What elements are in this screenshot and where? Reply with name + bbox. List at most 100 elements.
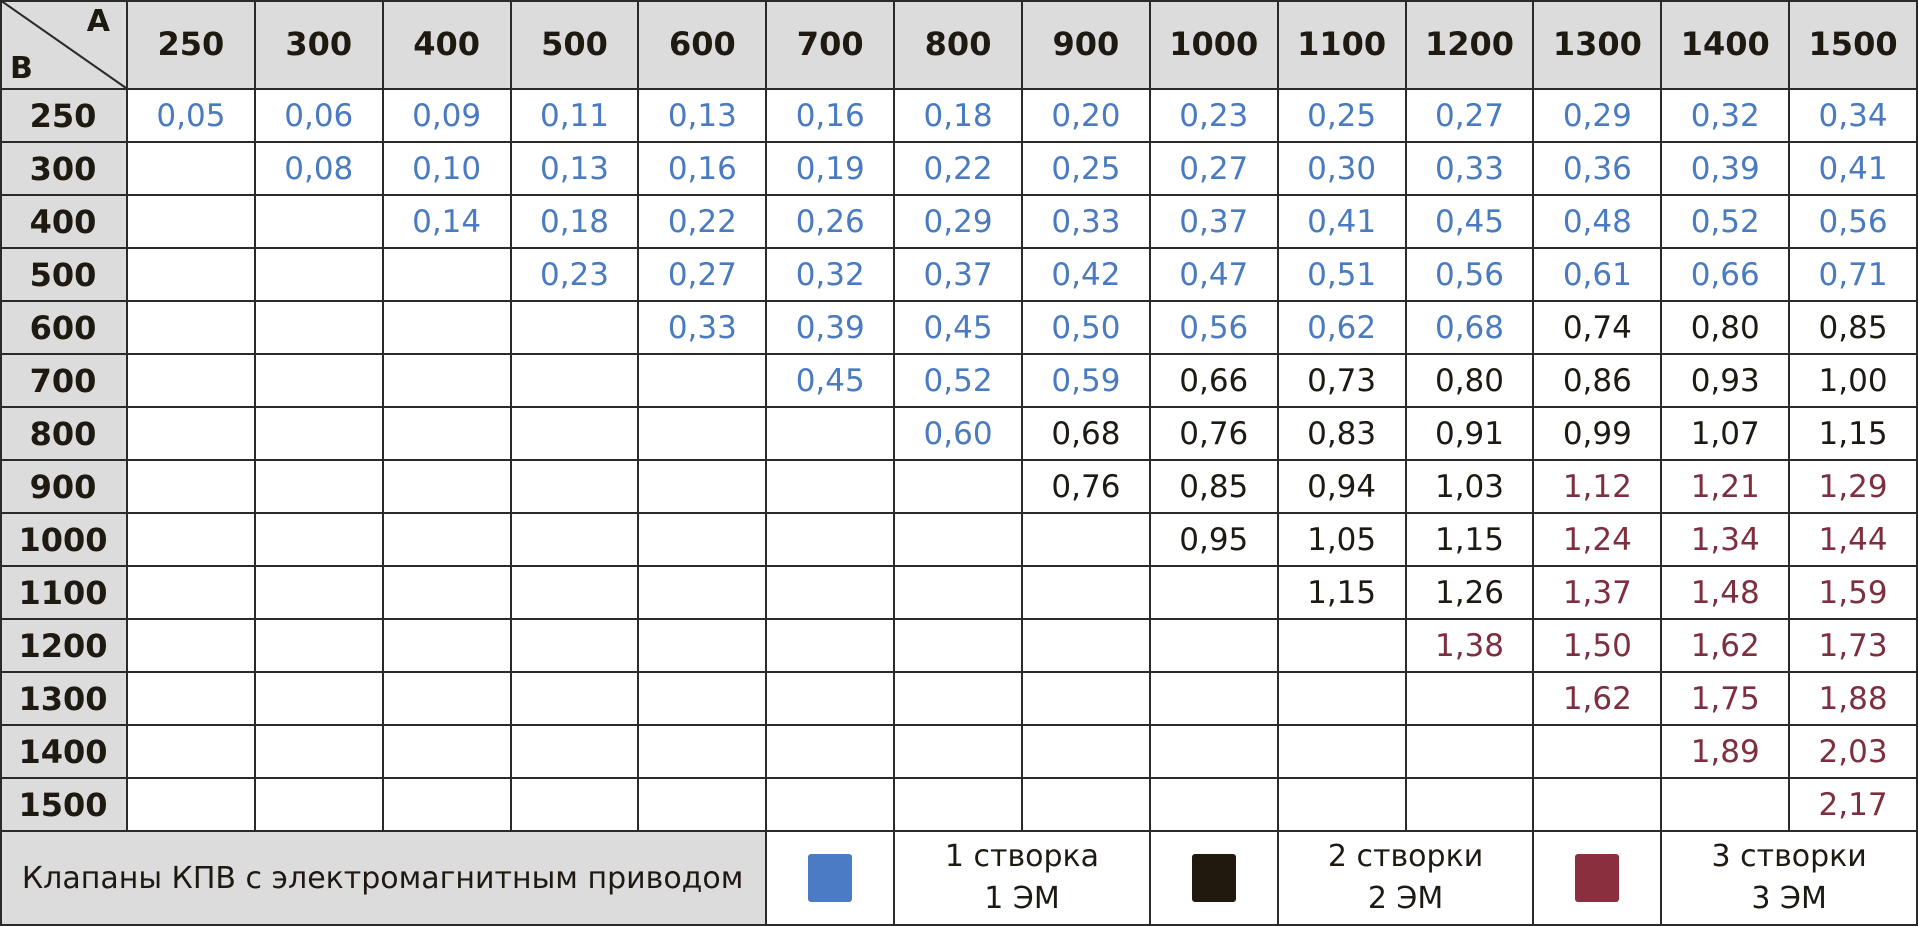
column-header: 1200	[1406, 0, 1535, 90]
value-cell: 0,39	[1662, 143, 1791, 196]
value-cell	[511, 302, 640, 355]
value-cell	[767, 673, 896, 726]
value-cell	[383, 620, 512, 673]
value-cell	[1278, 779, 1407, 832]
value-cell	[1023, 567, 1151, 620]
value-cell: 1,50	[1534, 620, 1663, 673]
value-cell	[1023, 779, 1151, 832]
value-cell	[255, 408, 384, 461]
column-header: 250	[128, 0, 256, 90]
value-cell: 0,34	[1790, 90, 1918, 143]
value-cell: 0,68	[1023, 408, 1151, 461]
value-cell	[255, 673, 384, 726]
row-header: 600	[0, 302, 128, 355]
value-cell	[128, 779, 256, 832]
legend-label-line: 1 ЭМ	[984, 881, 1060, 916]
value-cell: 0,11	[511, 90, 640, 143]
value-cell	[1023, 514, 1151, 567]
corner-label-a: A	[86, 4, 110, 39]
value-cell: 0,13	[511, 143, 640, 196]
value-cell: 2,17	[1790, 779, 1918, 832]
value-cell	[767, 620, 896, 673]
value-cell: 0,18	[895, 90, 1023, 143]
value-cell: 2,03	[1790, 726, 1918, 779]
value-cell: 0,30	[1278, 143, 1407, 196]
value-cell	[383, 673, 512, 726]
value-cell: 0,06	[255, 90, 384, 143]
value-cell: 0,95	[1150, 514, 1279, 567]
value-cell	[511, 726, 640, 779]
legend-title: Клапаны КПВ с электромагнитным приводом	[0, 832, 768, 926]
value-cell: 0,99	[1534, 408, 1663, 461]
value-cell: 1,38	[1406, 620, 1535, 673]
value-cell	[128, 355, 256, 408]
value-cell	[383, 779, 512, 832]
value-cell	[255, 726, 384, 779]
value-cell: 1,59	[1790, 567, 1918, 620]
value-cell: 1,05	[1278, 514, 1407, 567]
value-cell: 0,20	[1023, 90, 1151, 143]
value-cell	[128, 302, 256, 355]
value-cell: 0,61	[1534, 249, 1663, 302]
value-cell	[128, 673, 256, 726]
value-cell	[895, 461, 1023, 514]
value-cell: 0,25	[1023, 143, 1151, 196]
value-cell: 0,37	[1150, 196, 1279, 249]
column-header: 800	[895, 0, 1023, 90]
value-cell: 0,16	[639, 143, 768, 196]
value-cell: 0,52	[895, 355, 1023, 408]
legend-swatch	[1575, 854, 1620, 902]
value-cell: 0,08	[255, 143, 384, 196]
value-cell: 0,18	[511, 196, 640, 249]
row-header: 1500	[0, 779, 128, 832]
value-cell: 1,00	[1790, 355, 1918, 408]
value-cell	[895, 567, 1023, 620]
value-cell: 0,14	[383, 196, 512, 249]
value-cell	[511, 461, 640, 514]
row-header: 400	[0, 196, 128, 249]
value-cell: 0,22	[895, 143, 1023, 196]
value-cell: 0,36	[1534, 143, 1663, 196]
value-cell	[511, 567, 640, 620]
value-cell: 0,32	[767, 249, 896, 302]
value-cell: 0,45	[895, 302, 1023, 355]
value-cell: 0,45	[767, 355, 896, 408]
value-cell: 0,56	[1790, 196, 1918, 249]
value-cell	[128, 620, 256, 673]
value-cell: 0,47	[1150, 249, 1279, 302]
value-cell: 1,37	[1534, 567, 1663, 620]
value-cell	[1278, 673, 1407, 726]
legend-label-line: 2 ЭМ	[1367, 881, 1444, 916]
row-header: 800	[0, 408, 128, 461]
value-cell: 0,56	[1406, 249, 1535, 302]
legend-label-line: 3 створки	[1711, 839, 1867, 874]
value-cell	[255, 355, 384, 408]
value-cell: 1,15	[1406, 514, 1535, 567]
value-cell: 0,33	[1406, 143, 1535, 196]
value-cell	[639, 355, 768, 408]
value-cell	[1406, 779, 1535, 832]
value-cell	[767, 408, 896, 461]
value-cell: 0,66	[1662, 249, 1791, 302]
value-cell	[1406, 726, 1535, 779]
value-cell	[767, 726, 896, 779]
row-header: 700	[0, 355, 128, 408]
value-cell	[255, 249, 384, 302]
value-cell	[128, 249, 256, 302]
value-cell	[383, 355, 512, 408]
corner-diagonal	[0, 0, 127, 89]
value-cell: 0,32	[1662, 90, 1791, 143]
value-cell: 1,62	[1662, 620, 1791, 673]
value-cell	[767, 567, 896, 620]
value-cell: 1,12	[1534, 461, 1663, 514]
value-cell	[128, 514, 256, 567]
row-header: 1200	[0, 620, 128, 673]
value-cell	[511, 514, 640, 567]
column-header: 1500	[1790, 0, 1918, 90]
value-cell	[1150, 567, 1279, 620]
value-cell: 1,15	[1278, 567, 1407, 620]
value-cell: 0,51	[1278, 249, 1407, 302]
value-cell	[767, 779, 896, 832]
value-cell: 0,22	[639, 196, 768, 249]
value-cell: 1,73	[1790, 620, 1918, 673]
